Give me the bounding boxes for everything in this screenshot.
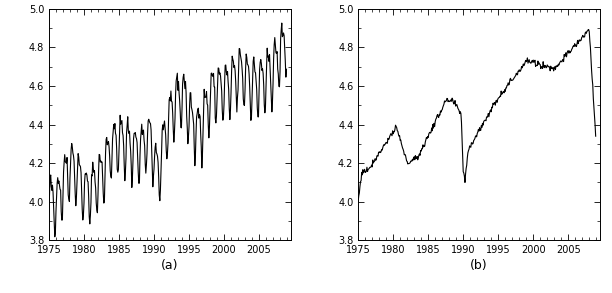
X-axis label: (b): (b)	[470, 259, 488, 272]
X-axis label: (a): (a)	[161, 259, 179, 272]
